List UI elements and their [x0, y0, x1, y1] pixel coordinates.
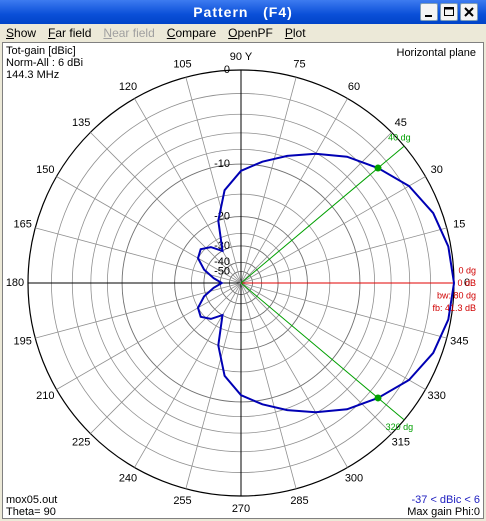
angle-tick-label: 210	[36, 390, 54, 402]
angle-tick-label: 30	[431, 164, 443, 176]
radial-grid-line	[240, 282, 447, 339]
marker-dot	[374, 394, 382, 402]
main-lobe-label: bw: 80 dg	[437, 290, 476, 300]
radial-grid-line	[240, 227, 447, 284]
angle-tick-label: 135	[72, 117, 90, 129]
angle-tick-label: 240	[119, 473, 137, 485]
ring-tick-label: -40	[214, 256, 230, 268]
angle-tick-label: 45	[395, 117, 407, 129]
window-title: Pattern (F4)	[193, 4, 293, 20]
radial-grid-line	[56, 176, 242, 284]
radial-grid-line	[90, 132, 242, 284]
radial-grid-line	[134, 98, 242, 284]
info-text: 144.3 MHz	[6, 69, 60, 81]
angle-tick-label: 105	[173, 59, 191, 71]
pattern-line	[196, 152, 456, 414]
menu-bar: Show Far field Near field Compare OpenPF…	[0, 24, 486, 42]
ring-tick-label: -50	[214, 265, 230, 277]
angle-tick-label: 225	[72, 437, 90, 449]
main-lobe-label: 0 dg	[458, 265, 476, 275]
radial-grid-line	[240, 132, 392, 284]
info-text: mox05.out	[6, 494, 58, 506]
angle-tick-label: 165	[14, 218, 32, 230]
radial-grid-line	[240, 282, 348, 468]
radial-grid-line	[240, 282, 392, 434]
angle-tick-label: 345	[450, 335, 468, 347]
angle-tick-label: 315	[392, 437, 410, 449]
radial-grid-line	[185, 282, 242, 489]
radial-grid-line	[240, 282, 426, 390]
menu-item[interactable]: Show	[6, 26, 37, 40]
menu-item[interactable]: Far field	[48, 26, 92, 40]
angle-tick-label: 75	[293, 59, 305, 71]
radial-grid-line	[56, 282, 242, 390]
menu-item[interactable]: OpenPF	[228, 26, 273, 40]
close-button[interactable]	[460, 3, 478, 21]
angle-tick-label: 300	[345, 473, 363, 485]
marker-dot	[374, 164, 382, 172]
info-text: Theta= 90	[6, 506, 56, 518]
title-bar: Pattern (F4)	[0, 0, 486, 24]
radial-grid-line	[240, 282, 297, 489]
radial-grid-line	[240, 77, 297, 284]
radial-grid-line	[35, 282, 242, 339]
angle-tick-label: 60	[348, 81, 360, 93]
info-top-right: Horizontal plane	[396, 47, 477, 59]
menu-item[interactable]: Compare	[166, 26, 217, 40]
info-top-left: Tot-gain [dBic] Norm-All : 6 dBi 144.3 M…	[6, 45, 83, 81]
radial-grid-line	[134, 282, 242, 468]
ring-tick-label: -20	[214, 210, 230, 222]
menu-item: Near field	[103, 26, 155, 40]
angle-tick-label: 285	[290, 495, 308, 507]
angle-tick-label: 255	[173, 495, 191, 507]
maximize-button[interactable]	[440, 3, 458, 21]
angle-tick-label: 270	[232, 503, 250, 515]
angle-tick-label: 15	[453, 218, 465, 230]
angle-tick-label: 195	[14, 335, 32, 347]
angle-tick-label: 90 Y	[230, 51, 253, 63]
main-lobe-label: 0 dB	[457, 278, 476, 288]
radial-grid-line	[90, 282, 242, 434]
marker-label: 320 dg	[386, 422, 414, 432]
radial-grid-line	[240, 176, 426, 284]
info-bottom-right: -37 < dBic < 6 Max gain Phi:0	[407, 494, 480, 518]
angle-tick-label: 330	[428, 390, 446, 402]
ring-tick-label: -10	[214, 158, 230, 170]
marker-label: 40 dg	[388, 133, 411, 143]
info-text: Norm-All : 6 dBi	[6, 57, 84, 69]
menu-item[interactable]: Plot	[284, 26, 306, 40]
info-text: Tot-gain [dBic]	[6, 45, 76, 57]
angle-tick-label: 120	[119, 81, 137, 93]
angle-tick-label: 0	[464, 277, 470, 289]
info-text: -37 < dBic < 6	[411, 494, 481, 506]
main-lobe-label: fb: 41.3 dB	[432, 303, 476, 313]
info-text: Max gain Phi:0	[407, 506, 480, 518]
radial-grid-line	[185, 77, 242, 284]
angle-tick-label: 180	[6, 277, 24, 289]
radial-grid-line	[240, 98, 348, 284]
ring-tick-label: 0	[224, 64, 230, 76]
polar-chart: 0 15 30 45 60 75 90 Y 105 120 135 150 165 180 195 210 2…	[6, 51, 476, 515]
radial-grid-line	[35, 227, 242, 284]
angle-tick-label: 150	[36, 164, 54, 176]
info-bottom-left: mox05.out Theta= 90	[6, 494, 57, 518]
minimize-button[interactable]	[420, 3, 438, 21]
